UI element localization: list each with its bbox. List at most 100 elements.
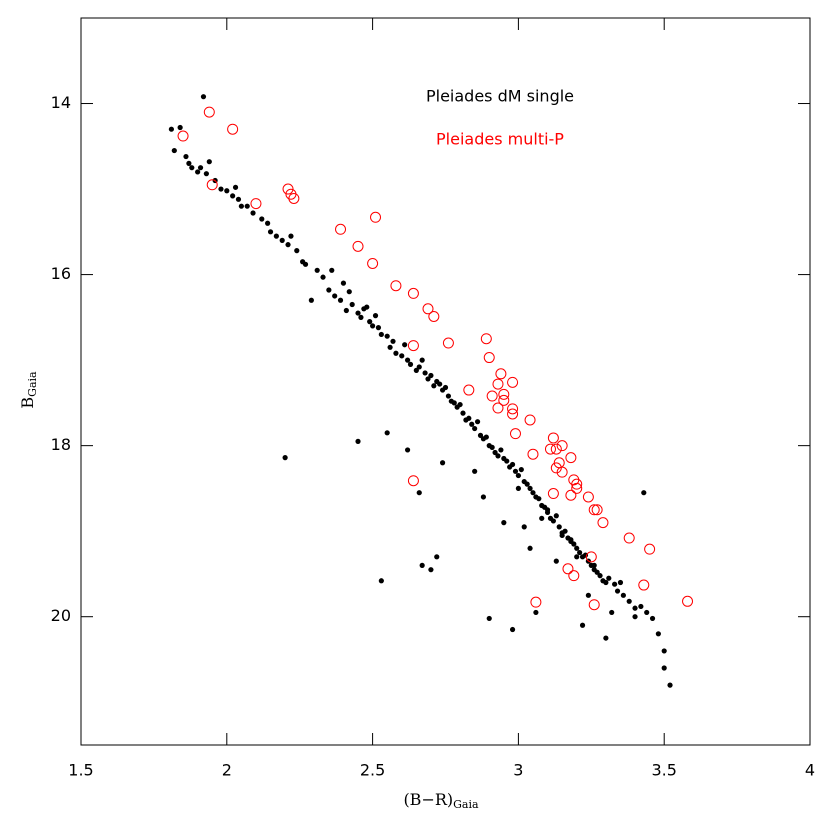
multi-p-point: [547, 432, 559, 444]
legend-entry: Pleiades multi-P: [436, 130, 564, 149]
single-point: [285, 242, 291, 248]
single-point: [428, 372, 434, 379]
single-point: [527, 485, 533, 492]
single-point: [329, 267, 335, 273]
y-tick-label: 20: [51, 606, 71, 625]
single-point: [544, 507, 551, 513]
single-point: [509, 461, 516, 468]
single-point: [387, 344, 393, 350]
single-point: [282, 455, 288, 461]
single-point: [390, 338, 396, 344]
single-point: [308, 297, 314, 303]
multi-p-point: [335, 223, 347, 235]
single-point: [539, 515, 545, 521]
single-point: [512, 468, 519, 474]
single-point: [550, 518, 556, 524]
multi-p-point: [282, 183, 294, 195]
multi-p-point: [527, 448, 539, 460]
x-tick-label: 3.5: [651, 761, 676, 780]
single-point: [661, 648, 667, 654]
single-point: [314, 267, 320, 273]
y-axis-label-main: B: [18, 397, 37, 409]
multi-p-point: [588, 599, 600, 611]
single-point: [168, 126, 174, 132]
single-point: [469, 421, 475, 427]
multi-p-point: [588, 504, 600, 516]
multi-p-point: [177, 130, 189, 142]
single-point: [189, 165, 195, 171]
y-tick-label: 14: [51, 93, 71, 112]
single-point: [632, 614, 638, 620]
single-point: [474, 419, 481, 425]
multi-p-point: [206, 179, 218, 191]
single-point: [641, 490, 647, 496]
single-point: [337, 297, 344, 303]
single-point: [206, 159, 212, 165]
multi-p-point: [422, 303, 434, 315]
multi-p-point: [352, 240, 364, 252]
single-point: [574, 554, 580, 560]
single-point: [472, 425, 478, 432]
single-point: [355, 310, 361, 316]
single-point: [585, 592, 591, 598]
single-point: [498, 447, 504, 453]
single-point: [457, 401, 463, 408]
single-point: [559, 532, 565, 539]
x-tick-label: 4: [805, 761, 815, 780]
single-point: [568, 537, 574, 543]
x-axis-label-sub: Gaia: [453, 798, 479, 811]
single-point: [617, 579, 624, 586]
multi-p-point: [597, 517, 609, 529]
single-point: [524, 481, 530, 487]
single-point: [265, 220, 271, 226]
multi-p-point: [571, 478, 583, 490]
multi-p-point: [442, 337, 454, 349]
single-point: [425, 376, 431, 382]
multi-p-point: [556, 440, 568, 452]
single-point: [577, 549, 583, 556]
multi-p-point: [544, 443, 556, 455]
single-point: [477, 432, 484, 438]
x-axis-label-main: (B−R): [403, 790, 453, 809]
single-point: [527, 545, 533, 551]
single-point: [515, 472, 522, 479]
single-point: [612, 581, 618, 587]
multi-p-point: [565, 452, 577, 464]
single-point: [632, 605, 638, 611]
single-point: [460, 410, 466, 416]
single-point: [288, 233, 294, 239]
single-point: [355, 438, 361, 444]
single-point: [480, 494, 487, 500]
x-tick-label: 3: [513, 761, 523, 780]
single-point: [346, 289, 352, 295]
single-point: [422, 370, 428, 376]
multi-p-point: [498, 388, 510, 400]
single-point: [364, 304, 370, 310]
single-point: [404, 357, 411, 363]
single-point: [472, 468, 478, 474]
multi-p-point: [227, 123, 239, 135]
single-point: [416, 490, 422, 496]
single-point: [445, 393, 452, 399]
single-point: [442, 384, 449, 391]
legend-entry: Pleiades dM single: [426, 87, 574, 106]
single-point: [238, 203, 244, 209]
multi-p-point: [498, 394, 510, 406]
single-point: [259, 216, 265, 222]
single-point: [620, 592, 626, 598]
single-point: [434, 554, 440, 560]
x-tick-label: 1.5: [68, 761, 93, 780]
single-point: [183, 153, 189, 160]
single-point: [399, 353, 405, 359]
plot-frame: [80, 17, 811, 746]
single-point: [250, 210, 256, 216]
multi-p-point: [288, 192, 300, 204]
single-point: [603, 635, 609, 641]
single-point: [556, 524, 562, 530]
single-point: [235, 196, 242, 202]
multi-p-point: [507, 403, 519, 415]
multi-p-point: [495, 368, 507, 380]
single-point: [492, 449, 498, 456]
single-point: [197, 165, 204, 171]
single-point: [594, 569, 600, 575]
